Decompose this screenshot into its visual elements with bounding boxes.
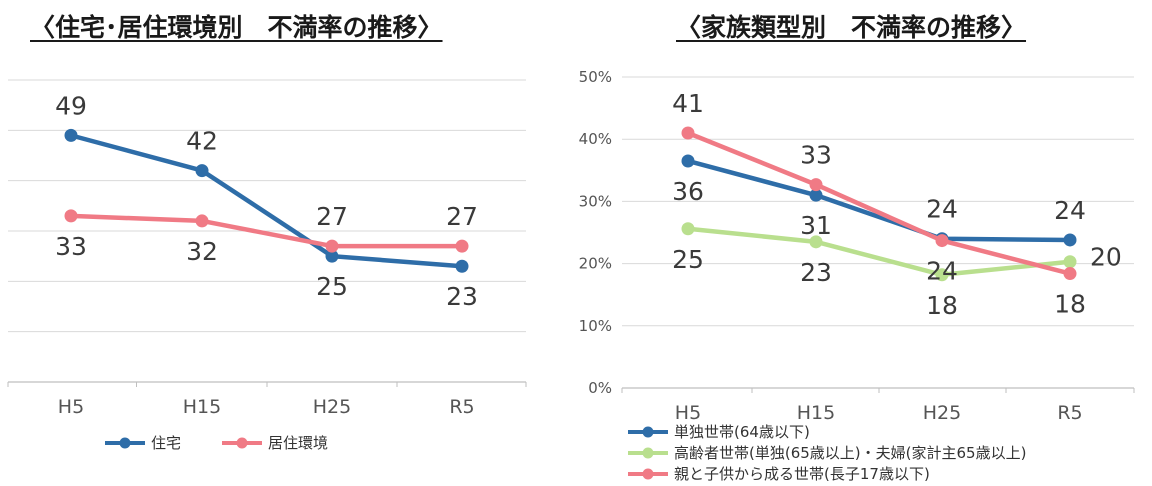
data-label: 18 xyxy=(1054,290,1086,319)
chart-2: 0% 10% 20% 30% 40% 50% H5 H15 H25 R5 36 31 24 24 25 23 1… xyxy=(579,68,1135,483)
y-tick-label: 30% xyxy=(579,192,612,210)
x-tick-label: H5 xyxy=(58,396,84,418)
legend-marker xyxy=(236,437,248,449)
data-label: 41 xyxy=(672,89,704,118)
data-label: 27 xyxy=(316,202,348,231)
data-label: 25 xyxy=(316,272,348,301)
x-tick-label: H5 xyxy=(675,402,701,424)
legend-marker xyxy=(642,447,654,459)
data-point xyxy=(681,126,695,140)
series-line-3 xyxy=(685,130,1073,276)
chart-2-title: 〈家族類型別 不満率の推移〉 xyxy=(676,13,1027,42)
chart-1-title: 〈住宅･居住環境別 不満率の推移〉 xyxy=(30,13,443,42)
series-line-2 xyxy=(685,226,1073,278)
data-label: 20 xyxy=(1090,243,1122,272)
data-point xyxy=(1063,267,1077,281)
x-tick-label: H25 xyxy=(923,402,961,424)
data-label: 32 xyxy=(186,237,218,266)
y-tick-label: 50% xyxy=(579,68,612,86)
data-label: 31 xyxy=(800,211,832,240)
data-label: 49 xyxy=(55,91,87,120)
x-tick-label: R5 xyxy=(449,396,474,418)
data-label: 25 xyxy=(672,245,704,274)
legend-label: 居住環境 xyxy=(268,434,328,452)
legend-marker xyxy=(642,468,654,480)
data-point xyxy=(195,164,209,178)
data-point xyxy=(455,259,469,273)
data-label: 23 xyxy=(800,258,832,287)
data-label: 23 xyxy=(446,282,478,311)
data-point xyxy=(195,214,209,228)
x-tick-label: H15 xyxy=(797,402,835,424)
data-point xyxy=(681,222,695,236)
legend-label: 親と子供から成る世帯(長子17歳以下) xyxy=(674,465,930,483)
legend-label: 単独世帯(64歳以下) xyxy=(674,423,810,441)
legend-label: 高齢者世帯(単独(65歳以上)・夫婦(家計主65歳以上) xyxy=(674,444,1026,462)
data-point xyxy=(935,268,949,282)
data-label: 33 xyxy=(55,232,87,261)
data-point xyxy=(64,128,78,142)
x-tick-label: H15 xyxy=(183,396,221,418)
data-label: 24 xyxy=(926,195,958,224)
series-line-1 xyxy=(685,158,1073,243)
data-label: 24 xyxy=(926,257,958,286)
data-label: 24 xyxy=(1054,196,1086,225)
data-label: 27 xyxy=(446,202,478,231)
legend-marker xyxy=(119,437,131,449)
data-point xyxy=(935,234,949,248)
y-tick-label: 10% xyxy=(579,317,612,335)
series-line-1 xyxy=(68,133,465,269)
data-point xyxy=(681,154,695,168)
x-tick-label: H25 xyxy=(313,396,351,418)
x-tick-label: R5 xyxy=(1057,402,1082,424)
data-point xyxy=(455,239,469,253)
data-point xyxy=(64,209,78,223)
data-point xyxy=(325,239,339,253)
legend-marker xyxy=(642,426,654,438)
data-point xyxy=(1063,233,1077,247)
data-point xyxy=(809,178,823,192)
data-label: 18 xyxy=(926,291,958,320)
data-label: 36 xyxy=(672,177,704,206)
data-point xyxy=(809,235,823,249)
y-tick-label: 20% xyxy=(579,255,612,273)
chart-1: H5 H15 H25 R5 49 42 25 23 33 32 27 27 住宅 居住環境 xyxy=(7,79,527,452)
data-label: 42 xyxy=(186,127,218,156)
data-label: 33 xyxy=(800,141,832,170)
data-point xyxy=(325,249,339,263)
data-point xyxy=(1063,255,1077,269)
y-tick-label: 0% xyxy=(588,379,612,397)
y-tick-label: 40% xyxy=(579,130,612,148)
legend-label: 住宅 xyxy=(151,434,181,452)
series-line-2 xyxy=(68,213,465,249)
data-point xyxy=(809,188,823,202)
